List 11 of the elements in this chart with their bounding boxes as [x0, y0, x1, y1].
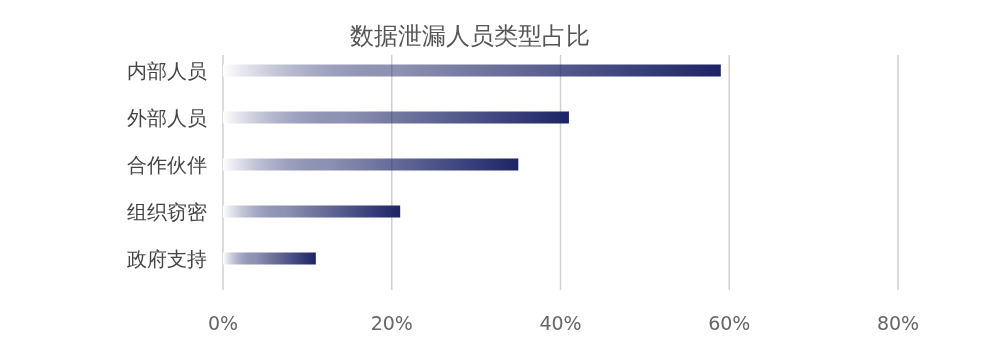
y-tick-label: 内部人员 [127, 58, 207, 83]
x-tick-label: 40% [539, 312, 582, 334]
x-tick-label: 60% [708, 312, 751, 334]
x-tick-label: 20% [370, 312, 413, 334]
y-tick-label: 外部人员 [127, 105, 207, 130]
chart-title: 数据泄漏人员类型占比 [350, 22, 590, 50]
y-tick-label: 政府支持 [127, 246, 207, 271]
x-tick-label: 0% [207, 312, 239, 334]
y-tick-label: 组织窃密 [127, 199, 207, 224]
x-tick-label: 80% [876, 312, 920, 334]
y-tick-label: 合作伙伴 [127, 152, 207, 177]
